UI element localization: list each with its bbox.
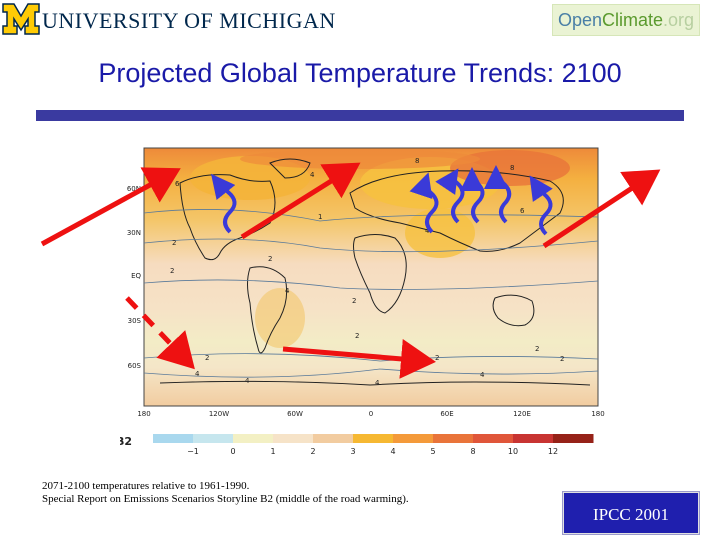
legend-tick-label: 3 <box>350 447 355 456</box>
openclimate-logo: OpenClimate.org <box>552 4 700 36</box>
legend-swatch <box>513 434 554 443</box>
slide-title: Projected Global Temperature Trends: 210… <box>98 58 622 88</box>
contour-label: 2 <box>560 355 564 363</box>
legend-tick-labels: −1 0 1 2 3 4 5 8 10 12 <box>187 447 558 456</box>
lon-label-180e: 180 <box>591 410 604 418</box>
figure-caption: 2071-2100 temperatures relative to 1961-… <box>42 480 409 506</box>
temperature-map-figure: 2 2 2 2 4 4 4 6 6 8 8 1 2 4 2 2 4 2 2 4 … <box>120 147 605 456</box>
lon-label-60e: 60E <box>440 410 453 418</box>
contour-label: 2 <box>170 267 174 275</box>
university-logo-text: UNIVERSITY OF MICHIGAN <box>42 8 336 33</box>
lon-label-60w: 60W <box>287 410 303 418</box>
legend-swatch <box>233 434 274 443</box>
legend-swatch <box>433 434 474 443</box>
legend-swatch <box>353 434 394 443</box>
contour-label: 4 <box>310 171 315 179</box>
legend-swatch <box>473 434 514 443</box>
contour-label: 2 <box>172 239 176 247</box>
legend-tick-label: 12 <box>548 447 558 456</box>
legend-swatch <box>553 434 594 443</box>
legend-tick-label: 8 <box>470 447 475 456</box>
contour-label: 8 <box>510 164 514 172</box>
legend-swatch <box>153 434 194 443</box>
contour-label: 2 <box>435 354 439 362</box>
legend-swatch <box>193 434 234 443</box>
lon-label-120w: 120W <box>209 410 229 418</box>
legend-swatch <box>313 434 354 443</box>
lat-label-60s: 60S <box>128 362 142 370</box>
color-legend <box>153 434 594 443</box>
contour-label: 2 <box>535 345 539 353</box>
legend-tick-label: −1 <box>187 447 199 456</box>
contour-label: 4 <box>195 370 200 378</box>
legend-title: B2 <box>120 435 132 448</box>
lat-label-60n: 60N <box>127 185 141 193</box>
legend-tick-label: 1 <box>270 447 275 456</box>
legend-tick-label: 2 <box>310 447 315 456</box>
contour-label: 2 <box>205 354 209 362</box>
contour-label: 4 <box>375 379 380 387</box>
legend-tick-label: 5 <box>430 447 435 456</box>
openclimate-logo-org: .org <box>663 10 695 30</box>
openclimate-logo-open: Open <box>557 10 602 30</box>
lat-label-30n: 30N <box>127 229 141 237</box>
lat-label-eq: EQ <box>131 272 141 280</box>
contour-label: 1 <box>318 213 322 221</box>
legend-tick-label: 0 <box>230 447 235 456</box>
contour-label: 2 <box>268 255 272 263</box>
contour-label: 2 <box>352 297 356 305</box>
contour-label: 4 <box>245 377 250 385</box>
contour-label: 4 <box>285 287 290 295</box>
caption-line-1: 2071-2100 temperatures relative to 1961-… <box>42 480 250 492</box>
contour-label: 8 <box>415 157 419 165</box>
university-of-michigan-logo: UNIVERSITY OF MICHIGAN <box>2 2 335 38</box>
legend-tick-label: 4 <box>390 447 395 456</box>
contour-label: 6 <box>175 180 180 188</box>
legend-swatch <box>393 434 434 443</box>
lat-label-30s: 30S <box>128 317 142 325</box>
legend-tick-label: 10 <box>508 447 518 456</box>
contour-label: 4 <box>425 227 430 235</box>
lon-label-0: 0 <box>369 410 373 418</box>
latitude-labels: 60N 30N EQ 30S 60S <box>127 185 142 370</box>
legend-swatch <box>273 434 314 443</box>
contour-label: 6 <box>520 207 525 215</box>
lon-label-120e: 120E <box>513 410 531 418</box>
title-divider-bar <box>36 110 684 121</box>
longitude-labels: 180 120W 60W 0 60E 120E 180 <box>137 410 604 418</box>
ipcc-source-badge: IPCC 2001 <box>563 492 699 534</box>
openclimate-logo-climate: Climate <box>602 10 664 30</box>
block-m-icon <box>2 3 40 35</box>
contour-label: 2 <box>355 332 359 340</box>
caption-line-2: Special Report on Emissions Scenarios St… <box>42 493 409 505</box>
contour-label: 4 <box>480 371 485 379</box>
lon-label-180w: 180 <box>137 410 150 418</box>
